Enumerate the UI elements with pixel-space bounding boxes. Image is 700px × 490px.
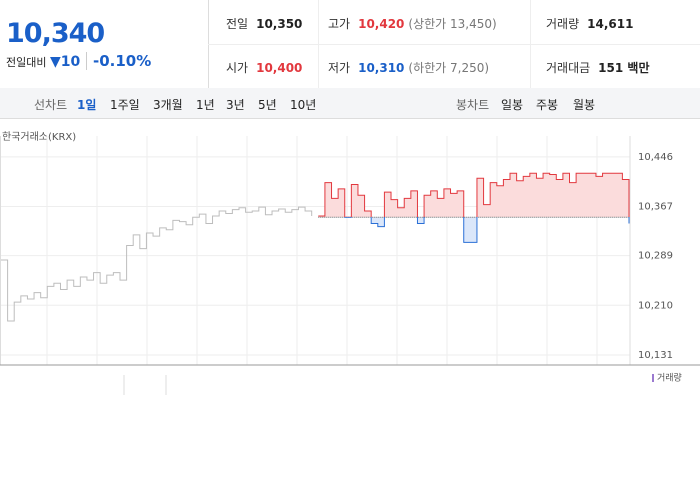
y-tick-label: 10,289	[638, 251, 673, 262]
chart: 한국거래소(KRX) 10,446 10,367 10,289 10,210 10,13…	[0, 131, 700, 395]
candle-tab[interactable]: 주봉	[536, 98, 559, 112]
summary-note: (상한가 13,450)	[408, 17, 497, 31]
legend-swatch	[652, 374, 654, 382]
summary-cell: 거래대금 151 백만	[546, 59, 649, 76]
down-icon: ▼	[49, 54, 61, 70]
tab-group-label: 봉차트	[456, 98, 490, 112]
summary-row: 전일 10,350 고가 10,420 (상한가 13,450) 거래량 14,611	[208, 0, 700, 45]
area	[318, 173, 629, 243]
price-line	[1, 206, 313, 322]
candle-tab[interactable]: 월봉	[573, 98, 596, 112]
summary-cell: 시가 10,400	[226, 59, 302, 76]
tab-bar: 선차트 1일 1주일 3개월 1년 3년 5년 10년 봉차트 일봉 주봉 월봉	[0, 88, 700, 119]
summary-cell: 저가 10,310 (하한가 7,250)	[328, 59, 489, 76]
change-rate: -0.10%	[86, 52, 151, 70]
summary-row: 시가 10,400 저가 10,310 (하한가 7,250) 거래대금 151 백만	[208, 44, 700, 88]
period-tab[interactable]: 3개월	[153, 98, 183, 112]
summary-cell: 거래량 14,611	[546, 15, 633, 32]
summary-label: 전일	[226, 17, 249, 31]
summary-value: 10,310	[358, 61, 405, 75]
source: 한국거래소(KRX)	[2, 131, 76, 143]
tab-group-label: 선차트	[34, 98, 68, 112]
price: 10,340	[6, 18, 105, 49]
change: 전일대비 ▼10	[6, 54, 80, 70]
period-tab[interactable]: 1주일	[110, 98, 140, 112]
y-tick-label: 10,446	[638, 152, 673, 163]
change-value: 10	[60, 54, 81, 70]
summary-value: 151 백만	[598, 61, 650, 75]
price-box: 10,340 전일대비 ▼10 -0.10%	[0, 0, 209, 88]
period-tab[interactable]: 3년	[226, 98, 245, 112]
summary-label: 저가	[328, 61, 351, 75]
summary-label: 거래량	[546, 17, 580, 31]
summary-cell: 고가 10,420 (상한가 13,450)	[328, 15, 497, 32]
quote-panel: 10,340 전일대비 ▼10 -0.10% 전일 10,350 고가 10,420(…	[0, 0, 700, 89]
summary-value: 10,350	[256, 17, 303, 31]
summary-value: 10,420	[358, 17, 405, 31]
legend-label: 거래량	[657, 372, 682, 384]
price-line	[318, 172, 630, 243]
summary-value: 14,611	[587, 17, 634, 31]
y-tick-label: 10,367	[638, 202, 673, 213]
summary-label: 거래대금	[546, 61, 591, 75]
y-tick-label: 10,210	[638, 300, 673, 311]
summary-note: (하한가 7,250)	[408, 61, 490, 75]
period-tab[interactable]: 5년	[258, 98, 277, 112]
summary-value: 10,400	[256, 61, 303, 75]
period-tab[interactable]: 1년	[196, 98, 215, 112]
period-tab[interactable]: 10년	[290, 98, 317, 112]
change-label: 전일대비	[6, 56, 47, 69]
period-tab[interactable]: 1일	[77, 98, 97, 112]
candle-tab[interactable]: 일봉	[501, 98, 524, 112]
summary-label: 고가	[328, 17, 351, 31]
summary-label: 시가	[226, 61, 249, 75]
y-tick-label: 10,131	[638, 350, 673, 361]
summary-cell: 전일 10,350	[226, 15, 302, 32]
